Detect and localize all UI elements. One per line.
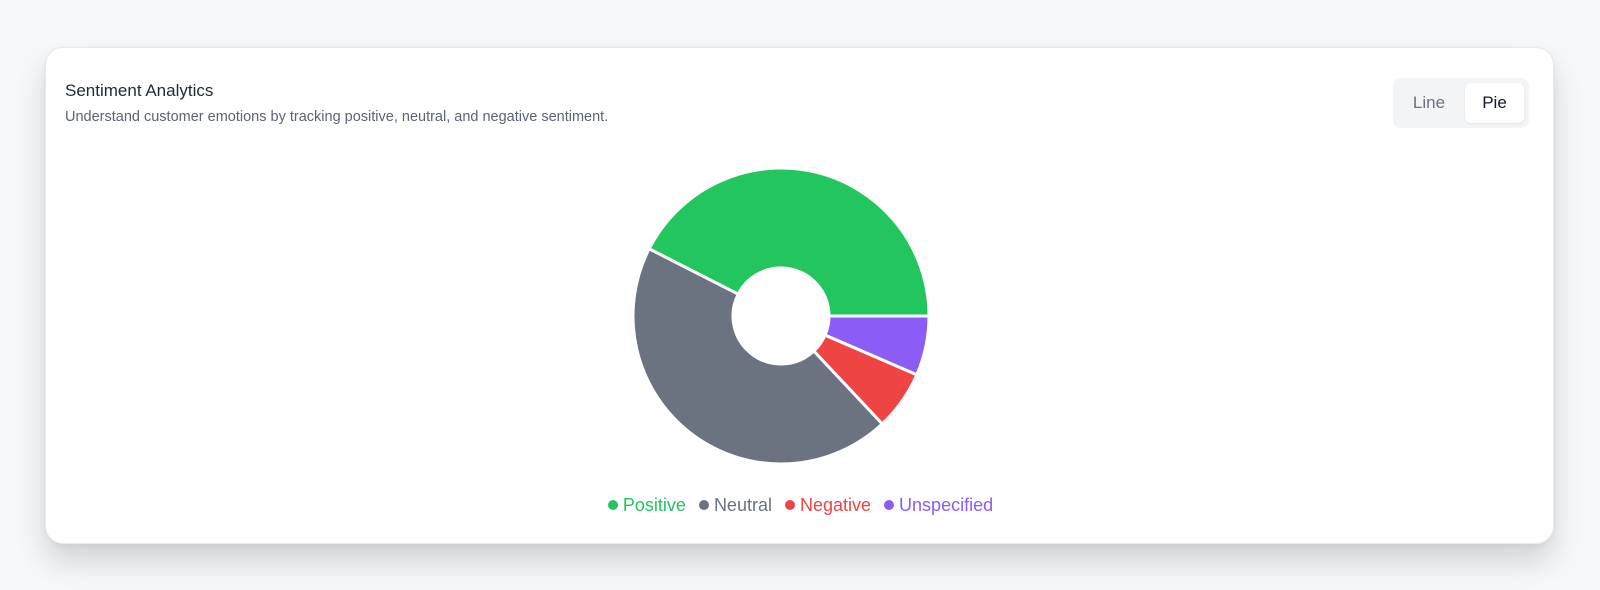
sentiment-pie-chart <box>631 166 931 466</box>
card-title: Sentiment Analytics <box>65 81 214 100</box>
chart-type-toggle: Line Pie <box>1393 78 1529 128</box>
pie-slice-unspecified[interactable] <box>823 314 931 377</box>
legend-label-unspecified: Unspecified <box>899 495 994 515</box>
legend-dot-negative <box>784 500 795 510</box>
line-toggle-button[interactable]: Line <box>1412 93 1446 112</box>
legend-item-positive[interactable]: Positive <box>607 495 686 516</box>
legend-label-neutral: Neutral <box>713 495 772 515</box>
pie-slice-positive[interactable] <box>647 166 931 318</box>
legend-dot-positive <box>607 500 618 510</box>
pie-slice-neutral[interactable] <box>631 247 884 466</box>
sentiment-analytics-card: Sentiment Analytics Understand customer … <box>45 47 1554 544</box>
legend-label-positive: Positive <box>622 495 686 515</box>
pie-toggle-button[interactable]: Pie <box>1465 83 1524 123</box>
chart-legend: Positive Neutral Negative Unspecified <box>46 495 1555 516</box>
legend-label-negative: Negative <box>799 495 872 515</box>
legend-dot-unspecified <box>884 500 895 510</box>
card-subtitle: Understand customer emotions by tracking… <box>65 109 609 125</box>
legend-item-negative[interactable]: Negative <box>784 495 872 516</box>
legend-item-unspecified[interactable]: Unspecified <box>884 495 993 516</box>
legend-dot-neutral <box>698 500 709 510</box>
legend-item-neutral[interactable]: Neutral <box>698 495 772 516</box>
